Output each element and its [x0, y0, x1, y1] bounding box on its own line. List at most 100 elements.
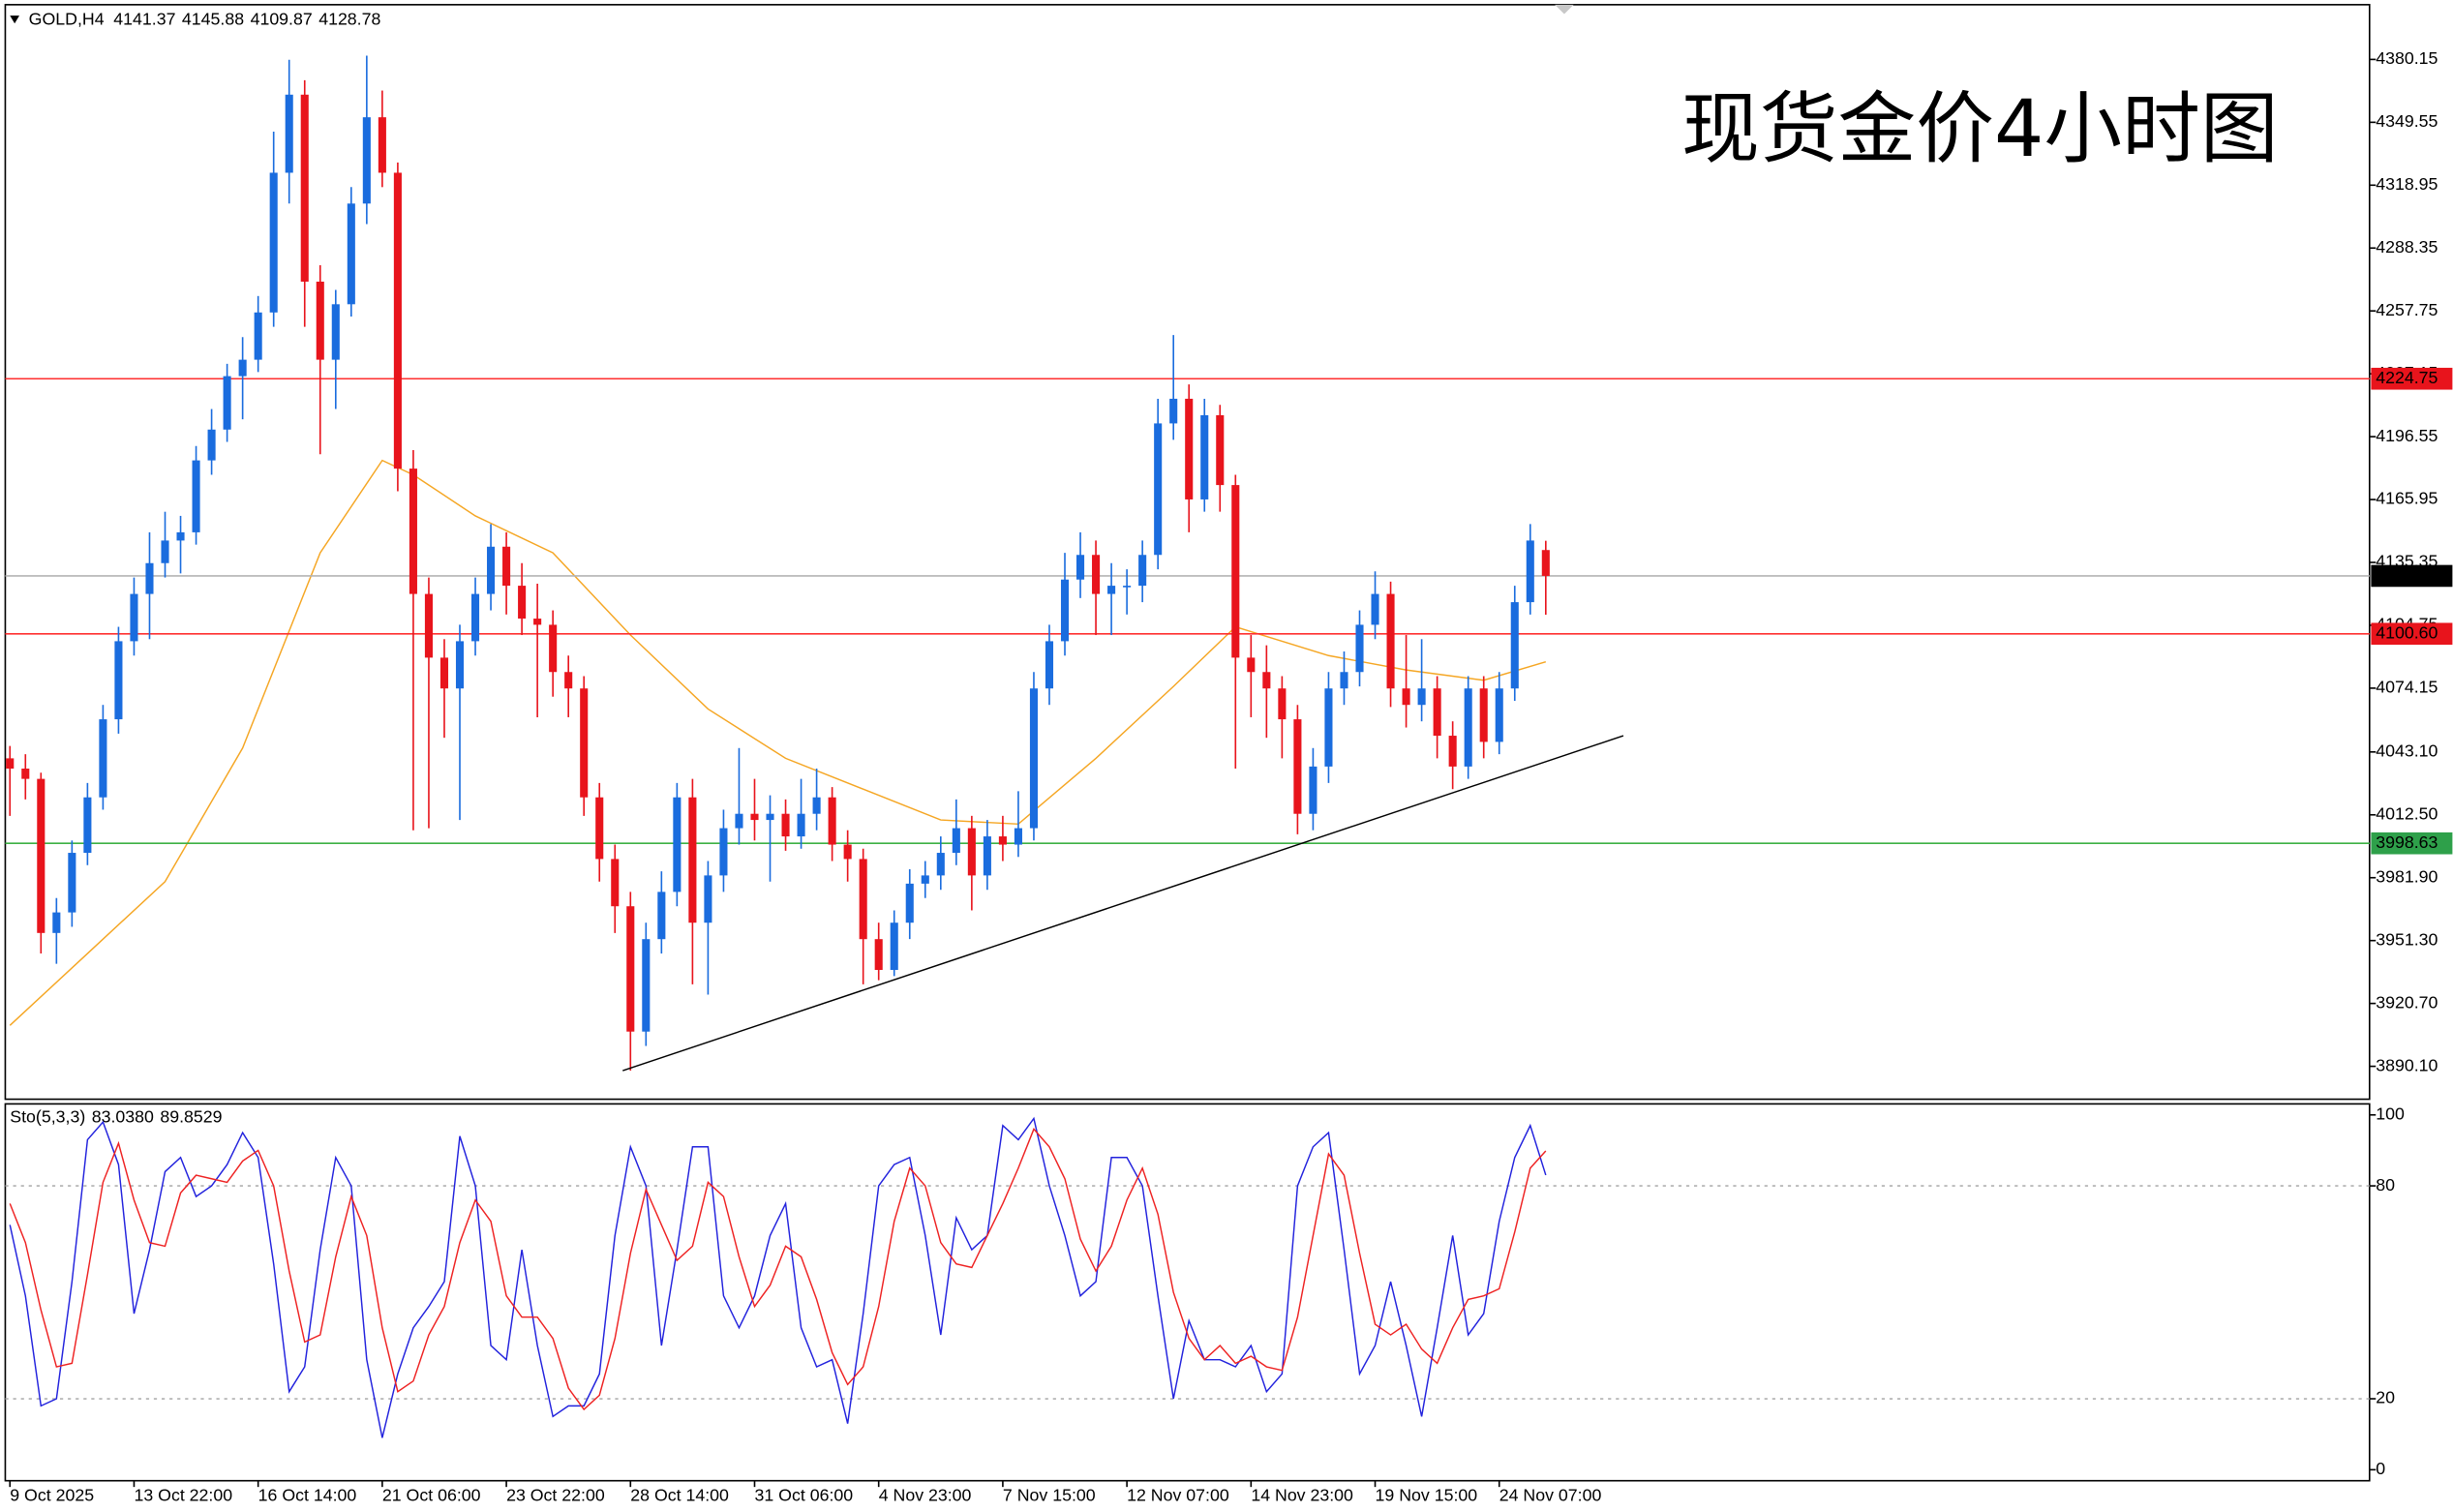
candle-body	[843, 844, 852, 860]
candle-body	[1495, 688, 1503, 742]
candle-body	[905, 883, 914, 923]
y-tick-label: 4380.15	[2376, 48, 2438, 68]
candle-body	[812, 797, 821, 814]
candle-body	[797, 813, 805, 837]
candle-body	[564, 672, 573, 689]
candle-body	[1340, 672, 1348, 689]
candle-body	[1045, 641, 1054, 689]
candle-body	[518, 586, 527, 620]
candle-body	[781, 813, 790, 837]
candle-body	[99, 719, 107, 798]
ohlc-reading: 4145.88	[182, 10, 244, 29]
candle-body	[254, 312, 262, 360]
candle-body	[1185, 398, 1194, 499]
candle-body	[207, 429, 216, 461]
candle-body	[735, 813, 743, 829]
candle-body	[595, 797, 604, 860]
candle-body	[1309, 766, 1317, 814]
indicator-reading: 83.0380	[92, 1107, 154, 1127]
indicator-line	[9, 1128, 1547, 1411]
y-tick-label: 4012.50	[2376, 803, 2438, 823]
candle-body	[114, 641, 123, 720]
candle-body	[859, 859, 867, 940]
candle-body	[130, 593, 138, 642]
y-tick-label: 3951.30	[2376, 929, 2438, 949]
candle-body	[409, 469, 417, 594]
price-level-label: 4224.75	[2376, 368, 2438, 387]
candle-body	[549, 624, 558, 673]
candle-body	[766, 813, 774, 821]
y-tick-label: 100	[2376, 1104, 2405, 1123]
candle-body	[983, 836, 991, 876]
candle-body	[921, 875, 929, 884]
candle-body	[37, 778, 45, 933]
y-tick-label: 4196.55	[2376, 426, 2438, 445]
candle-body	[719, 828, 728, 876]
candle-body	[1216, 414, 1225, 486]
scroll-marker	[1555, 4, 1574, 15]
x-tick-label: 9 Oct 2025	[10, 1486, 94, 1505]
x-tick-label: 14 Nov 23:00	[1251, 1486, 1353, 1505]
candle-body	[1262, 672, 1271, 689]
y-tick-label: 4074.15	[2376, 678, 2438, 697]
candle-body	[611, 859, 620, 907]
price-level-label: 4100.60	[2376, 622, 2438, 642]
candle-body	[487, 546, 496, 594]
price-level-label: 4128.78	[2376, 565, 2438, 585]
y-tick-label: 4288.35	[2376, 237, 2438, 257]
candle-body	[362, 117, 371, 204]
candle-body	[642, 939, 651, 1032]
candle-body	[1464, 688, 1472, 767]
candle-body	[502, 546, 511, 587]
candle-body	[1417, 688, 1426, 706]
indicator-panel	[4, 1103, 2371, 1482]
y-tick-label: 3920.70	[2376, 992, 2438, 1012]
candle-body	[6, 758, 15, 770]
candle-body	[83, 797, 92, 854]
x-tick-label: 7 Nov 15:00	[1003, 1486, 1096, 1505]
price-level-box	[2371, 367, 2453, 390]
candle-body	[223, 376, 231, 430]
candle-body	[68, 853, 76, 913]
candle-body	[424, 593, 433, 658]
candle-body	[750, 813, 759, 821]
x-tick-label: 19 Nov 15:00	[1376, 1486, 1478, 1505]
candle-body	[936, 853, 945, 876]
candle-body	[1076, 555, 1085, 580]
x-tick-label: 13 Oct 22:00	[134, 1486, 232, 1505]
candle-body	[1479, 688, 1488, 742]
candle-body	[1402, 688, 1410, 706]
candle-body	[1154, 423, 1163, 556]
x-tick-label: 28 Oct 14:00	[630, 1486, 729, 1505]
candle-body	[1371, 593, 1379, 625]
y-tick-label: 4318.95	[2376, 174, 2438, 194]
candle-body	[393, 172, 402, 469]
candle-body	[580, 688, 589, 798]
candle-body	[269, 172, 278, 313]
candle-body	[439, 657, 449, 689]
annotation-title: 现货金价4小时图	[1681, 84, 2279, 175]
candle-body	[378, 117, 386, 173]
y-tick-label: 20	[2376, 1388, 2395, 1407]
y-tick-label: 4257.75	[2376, 300, 2438, 319]
candle-body	[1200, 414, 1209, 499]
y-tick-label: 3890.10	[2376, 1055, 2438, 1074]
indicator-title: Sto(5,3,3)	[10, 1107, 85, 1127]
candle-body	[1123, 586, 1132, 588]
candle-body	[1526, 540, 1534, 603]
candle-body	[828, 797, 836, 845]
symbol-icon	[10, 15, 19, 24]
candle-body	[470, 593, 480, 642]
candle-body	[1293, 719, 1302, 814]
candle-body	[161, 540, 169, 563]
candle-body	[890, 922, 898, 971]
candle-body	[1386, 593, 1395, 689]
candle-body	[285, 94, 293, 173]
candle-body	[1138, 555, 1147, 587]
ohlc-reading: 4128.78	[318, 10, 380, 29]
candle-body	[347, 203, 355, 305]
price-level-box	[2371, 622, 2453, 646]
candle-body	[1014, 828, 1022, 845]
x-tick-label: 16 Oct 14:00	[258, 1486, 357, 1505]
